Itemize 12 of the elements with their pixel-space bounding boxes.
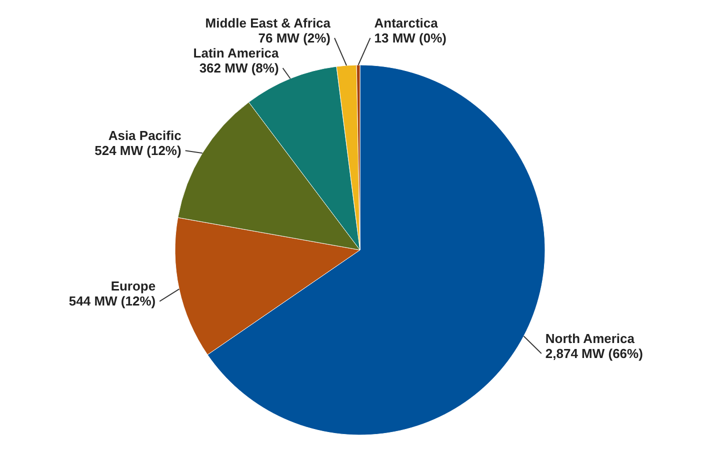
slice-label: North America (545, 330, 636, 346)
data-label: 362 MW (8%) (199, 60, 279, 76)
slice-label: Asia Pacific (108, 128, 182, 144)
slice-label: Middle East & Africa (205, 15, 332, 30)
slice-label: Antarctica (374, 15, 439, 30)
data-label: 544 MW (12%) (68, 294, 156, 309)
slice-label: Europe (110, 278, 156, 294)
data-label: 13 MW (0%) (374, 30, 447, 46)
data-label: 76 MW (2%) (258, 30, 331, 46)
data-label: 2,874 MW (66%) (545, 346, 643, 361)
slice-label: Latin America (193, 45, 280, 60)
data-label: 524 MW (12%) (94, 143, 182, 158)
